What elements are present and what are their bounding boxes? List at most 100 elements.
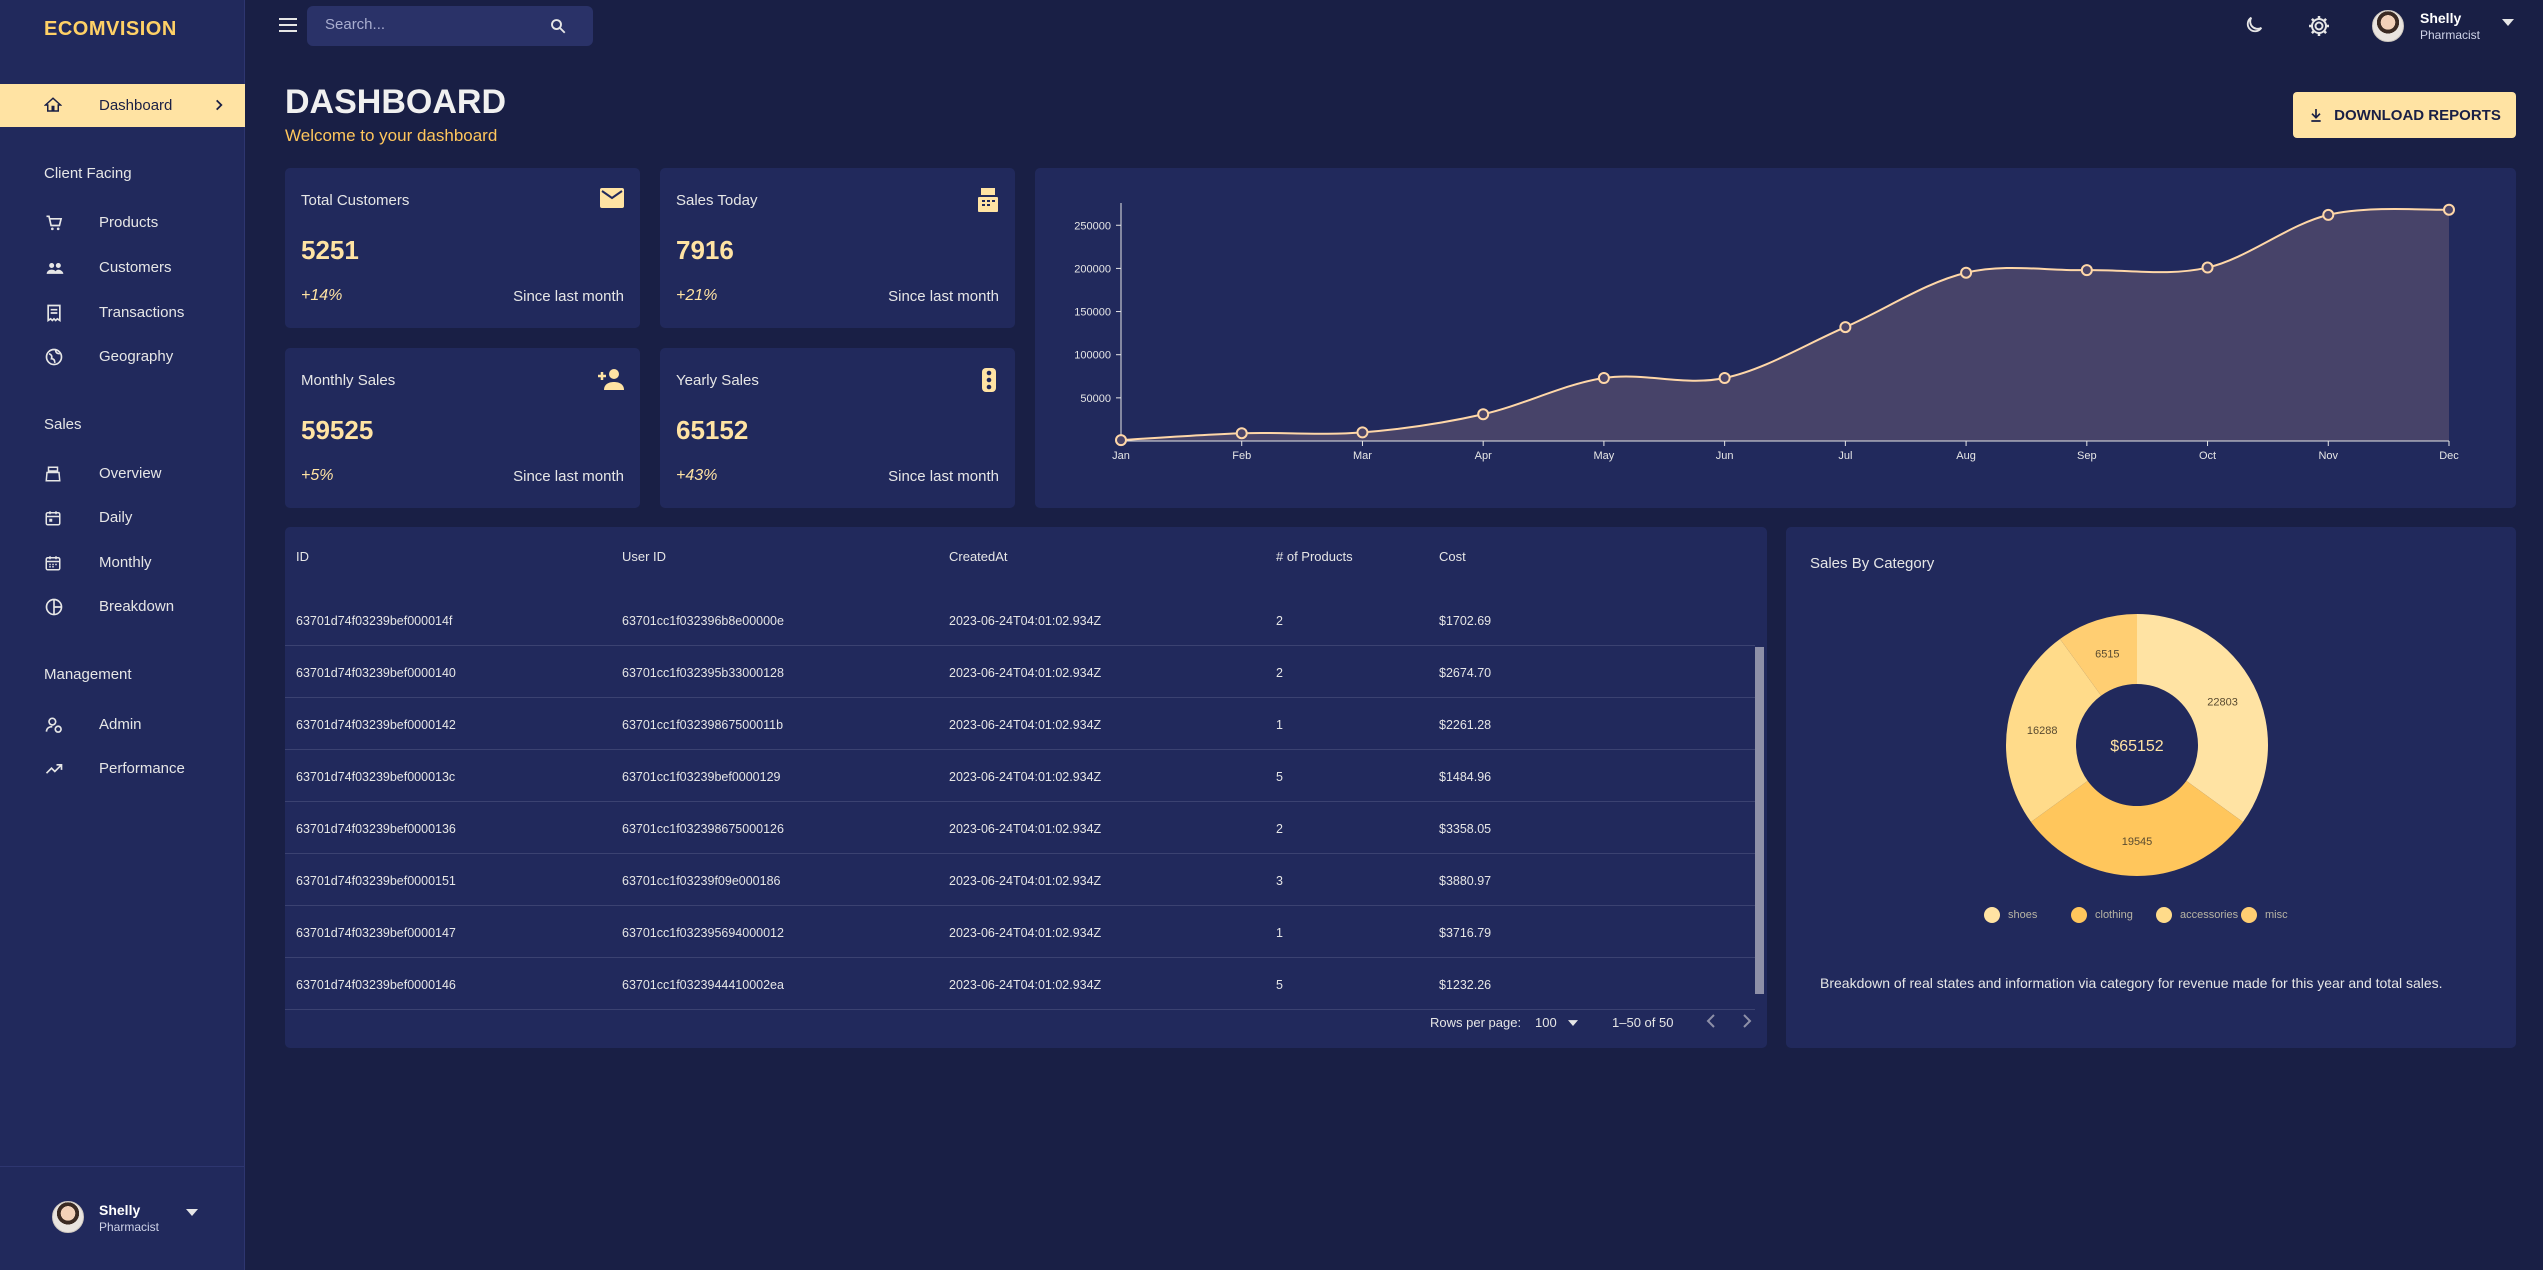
x-tick-label: Aug xyxy=(1956,450,1976,462)
column-header-user-id[interactable]: User ID xyxy=(622,549,667,564)
table-cell: $1702.69 xyxy=(1439,614,1492,628)
x-tick-label: Nov xyxy=(2318,450,2338,462)
legend-label: misc xyxy=(2265,909,2288,921)
rows-per-page-select[interactable]: 100 xyxy=(1535,1015,1579,1030)
table-row[interactable]: 63701d74f03239bef0000146 63701cc1f0323944… xyxy=(285,958,1755,1010)
sidebar-item-transactions[interactable]: Transactions xyxy=(0,298,245,328)
y-tick-label: 200000 xyxy=(1074,263,1111,275)
sidebar-item-admin[interactable]: Admin xyxy=(0,710,245,740)
admin-icon xyxy=(45,717,62,733)
caret-down-icon[interactable] xyxy=(2502,19,2514,27)
table-cell: 63701d74f03239bef0000151 xyxy=(296,874,456,888)
table-cell: 2023-06-24T04:01:02.934Z xyxy=(949,822,1102,836)
table-row[interactable]: 63701d74f03239bef000014f 63701cc1f032396b… xyxy=(285,594,1755,646)
stat-card-yearly-sales: Yearly Sales 65152 +43% Since last month xyxy=(660,348,1015,508)
sales-by-category-pie: 22803 19545 16288 6515 $65152 xyxy=(2006,614,2268,876)
table-cell: 63701d74f03239bef000014f xyxy=(296,614,453,628)
legend-dot xyxy=(1984,907,2000,923)
pie-slice-label: 19545 xyxy=(2122,836,2153,848)
x-tick-label: Sep xyxy=(2077,450,2097,462)
stat-card-monthly-sales: Monthly Sales 59525 +5% Since last month xyxy=(285,348,640,508)
table-row[interactable]: 63701d74f03239bef0000142 63701cc1f0323986… xyxy=(285,698,1755,750)
table-cell: $1484.96 xyxy=(1439,770,1492,784)
legend-item-misc[interactable]: misc xyxy=(2241,907,2288,923)
sidebar-user-panel[interactable]: Shelly Pharmacist xyxy=(0,1166,245,1270)
data-point xyxy=(1718,372,1731,385)
column-header-created-at[interactable]: CreatedAt xyxy=(949,549,1008,564)
x-tick-label: Apr xyxy=(1475,450,1492,462)
download-icon xyxy=(2311,109,2321,122)
pie-slice-misc[interactable] xyxy=(2060,614,2137,696)
user-name: Shelly xyxy=(99,1202,141,1218)
prev-page-icon[interactable] xyxy=(1705,1013,1717,1029)
caret-down-icon[interactable] xyxy=(186,1209,198,1217)
point-of-sale-icon xyxy=(45,466,61,482)
legend-dot xyxy=(2071,907,2087,923)
table-cell: 63701cc1f0323944410002ea xyxy=(622,978,784,992)
legend-dot xyxy=(2241,907,2257,923)
table-row[interactable]: 63701d74f03239bef0000140 63701cc1f032395b… xyxy=(285,646,1755,698)
sidebar-item-breakdown[interactable]: Breakdown xyxy=(0,592,245,622)
email-icon xyxy=(600,188,624,208)
table-cell: 2023-06-24T04:01:02.934Z xyxy=(949,978,1102,992)
sidebar-item-monthly[interactable]: Monthly xyxy=(0,548,245,578)
cart-icon xyxy=(46,215,63,231)
person-add-icon xyxy=(598,369,624,390)
table-cell: 5 xyxy=(1276,978,1283,992)
y-tick-label: 150000 xyxy=(1074,307,1111,319)
point-of-sale-icon xyxy=(978,188,998,212)
pie-chart-icon xyxy=(45,598,63,616)
transactions-table: ID User ID CreatedAt # of Products Cost … xyxy=(285,527,1767,1048)
gear-icon[interactable] xyxy=(2307,14,2331,38)
sidebar-item-label: Monthly xyxy=(99,554,152,571)
data-point xyxy=(1235,427,1248,440)
section-client-facing: Client Facing xyxy=(44,165,132,182)
legend-item-shoes[interactable]: shoes xyxy=(1984,907,2037,923)
data-point xyxy=(1960,266,1973,279)
stat-title: Monthly Sales xyxy=(301,372,396,389)
stat-since: Since last month xyxy=(513,288,624,305)
sidebar-item-overview[interactable]: Overview xyxy=(0,459,245,489)
search-input[interactable] xyxy=(325,16,525,33)
data-point xyxy=(1115,434,1127,447)
menu-icon[interactable] xyxy=(279,18,297,32)
x-tick-label: Oct xyxy=(2199,450,2216,462)
table-cell: 63701cc1f03239bef0000129 xyxy=(622,770,781,784)
pie-slice-label: 16288 xyxy=(2027,725,2058,737)
search-icon[interactable] xyxy=(549,17,567,35)
column-header-products[interactable]: # of Products xyxy=(1276,549,1353,564)
stat-change: +43% xyxy=(676,467,718,484)
pie-slice-label: 22803 xyxy=(2207,696,2238,708)
sidebar-item-performance[interactable]: Performance xyxy=(0,754,245,784)
globe-icon xyxy=(45,348,63,366)
sidebar-item-customers[interactable]: Customers xyxy=(0,253,245,283)
table-scrollbar[interactable] xyxy=(1755,647,1764,994)
pie-slice-accessories[interactable] xyxy=(2006,639,2102,823)
next-page-icon[interactable] xyxy=(1741,1013,1753,1029)
x-tick-label: Dec xyxy=(2439,450,2459,462)
table-row[interactable]: 63701d74f03239bef0000147 63701cc1f0323956… xyxy=(285,906,1755,958)
dark-mode-icon[interactable] xyxy=(2243,14,2265,36)
column-header-id[interactable]: ID xyxy=(296,549,309,564)
sidebar-item-daily[interactable]: Daily xyxy=(0,503,245,533)
download-reports-button[interactable]: DOWNLOAD REPORTS xyxy=(2293,92,2516,138)
legend-item-accessories[interactable]: accessories xyxy=(2156,907,2238,923)
user-role: Pharmacist xyxy=(99,1220,160,1234)
x-tick-label: Mar xyxy=(1353,450,1372,462)
sidebar-item-geography[interactable]: Geography xyxy=(0,342,245,372)
stat-value: 7916 xyxy=(676,235,734,265)
sidebar-item-dashboard[interactable]: Dashboard xyxy=(0,84,245,127)
table-row[interactable]: 63701d74f03239bef0000136 63701cc1f0323986… xyxy=(285,802,1755,854)
pie-slice-shoes[interactable] xyxy=(2137,614,2268,823)
brand-logo[interactable]: ECOMVISION xyxy=(44,18,177,40)
table-row[interactable]: 63701d74f03239bef000013c 63701cc1f03239be… xyxy=(285,750,1755,802)
table-row[interactable]: 63701d74f03239bef0000151 63701cc1f03239f0… xyxy=(285,854,1755,906)
table-cell: $3358.05 xyxy=(1439,822,1492,836)
sidebar-item-products[interactable]: Products xyxy=(0,208,245,238)
column-header-cost[interactable]: Cost xyxy=(1439,549,1466,564)
legend-item-clothing[interactable]: clothing xyxy=(2071,907,2133,923)
section-sales: Sales xyxy=(44,416,82,433)
y-tick-label: 250000 xyxy=(1074,220,1111,232)
stat-title: Sales Today xyxy=(676,192,758,209)
pie-slice-clothing[interactable] xyxy=(2031,780,2243,876)
